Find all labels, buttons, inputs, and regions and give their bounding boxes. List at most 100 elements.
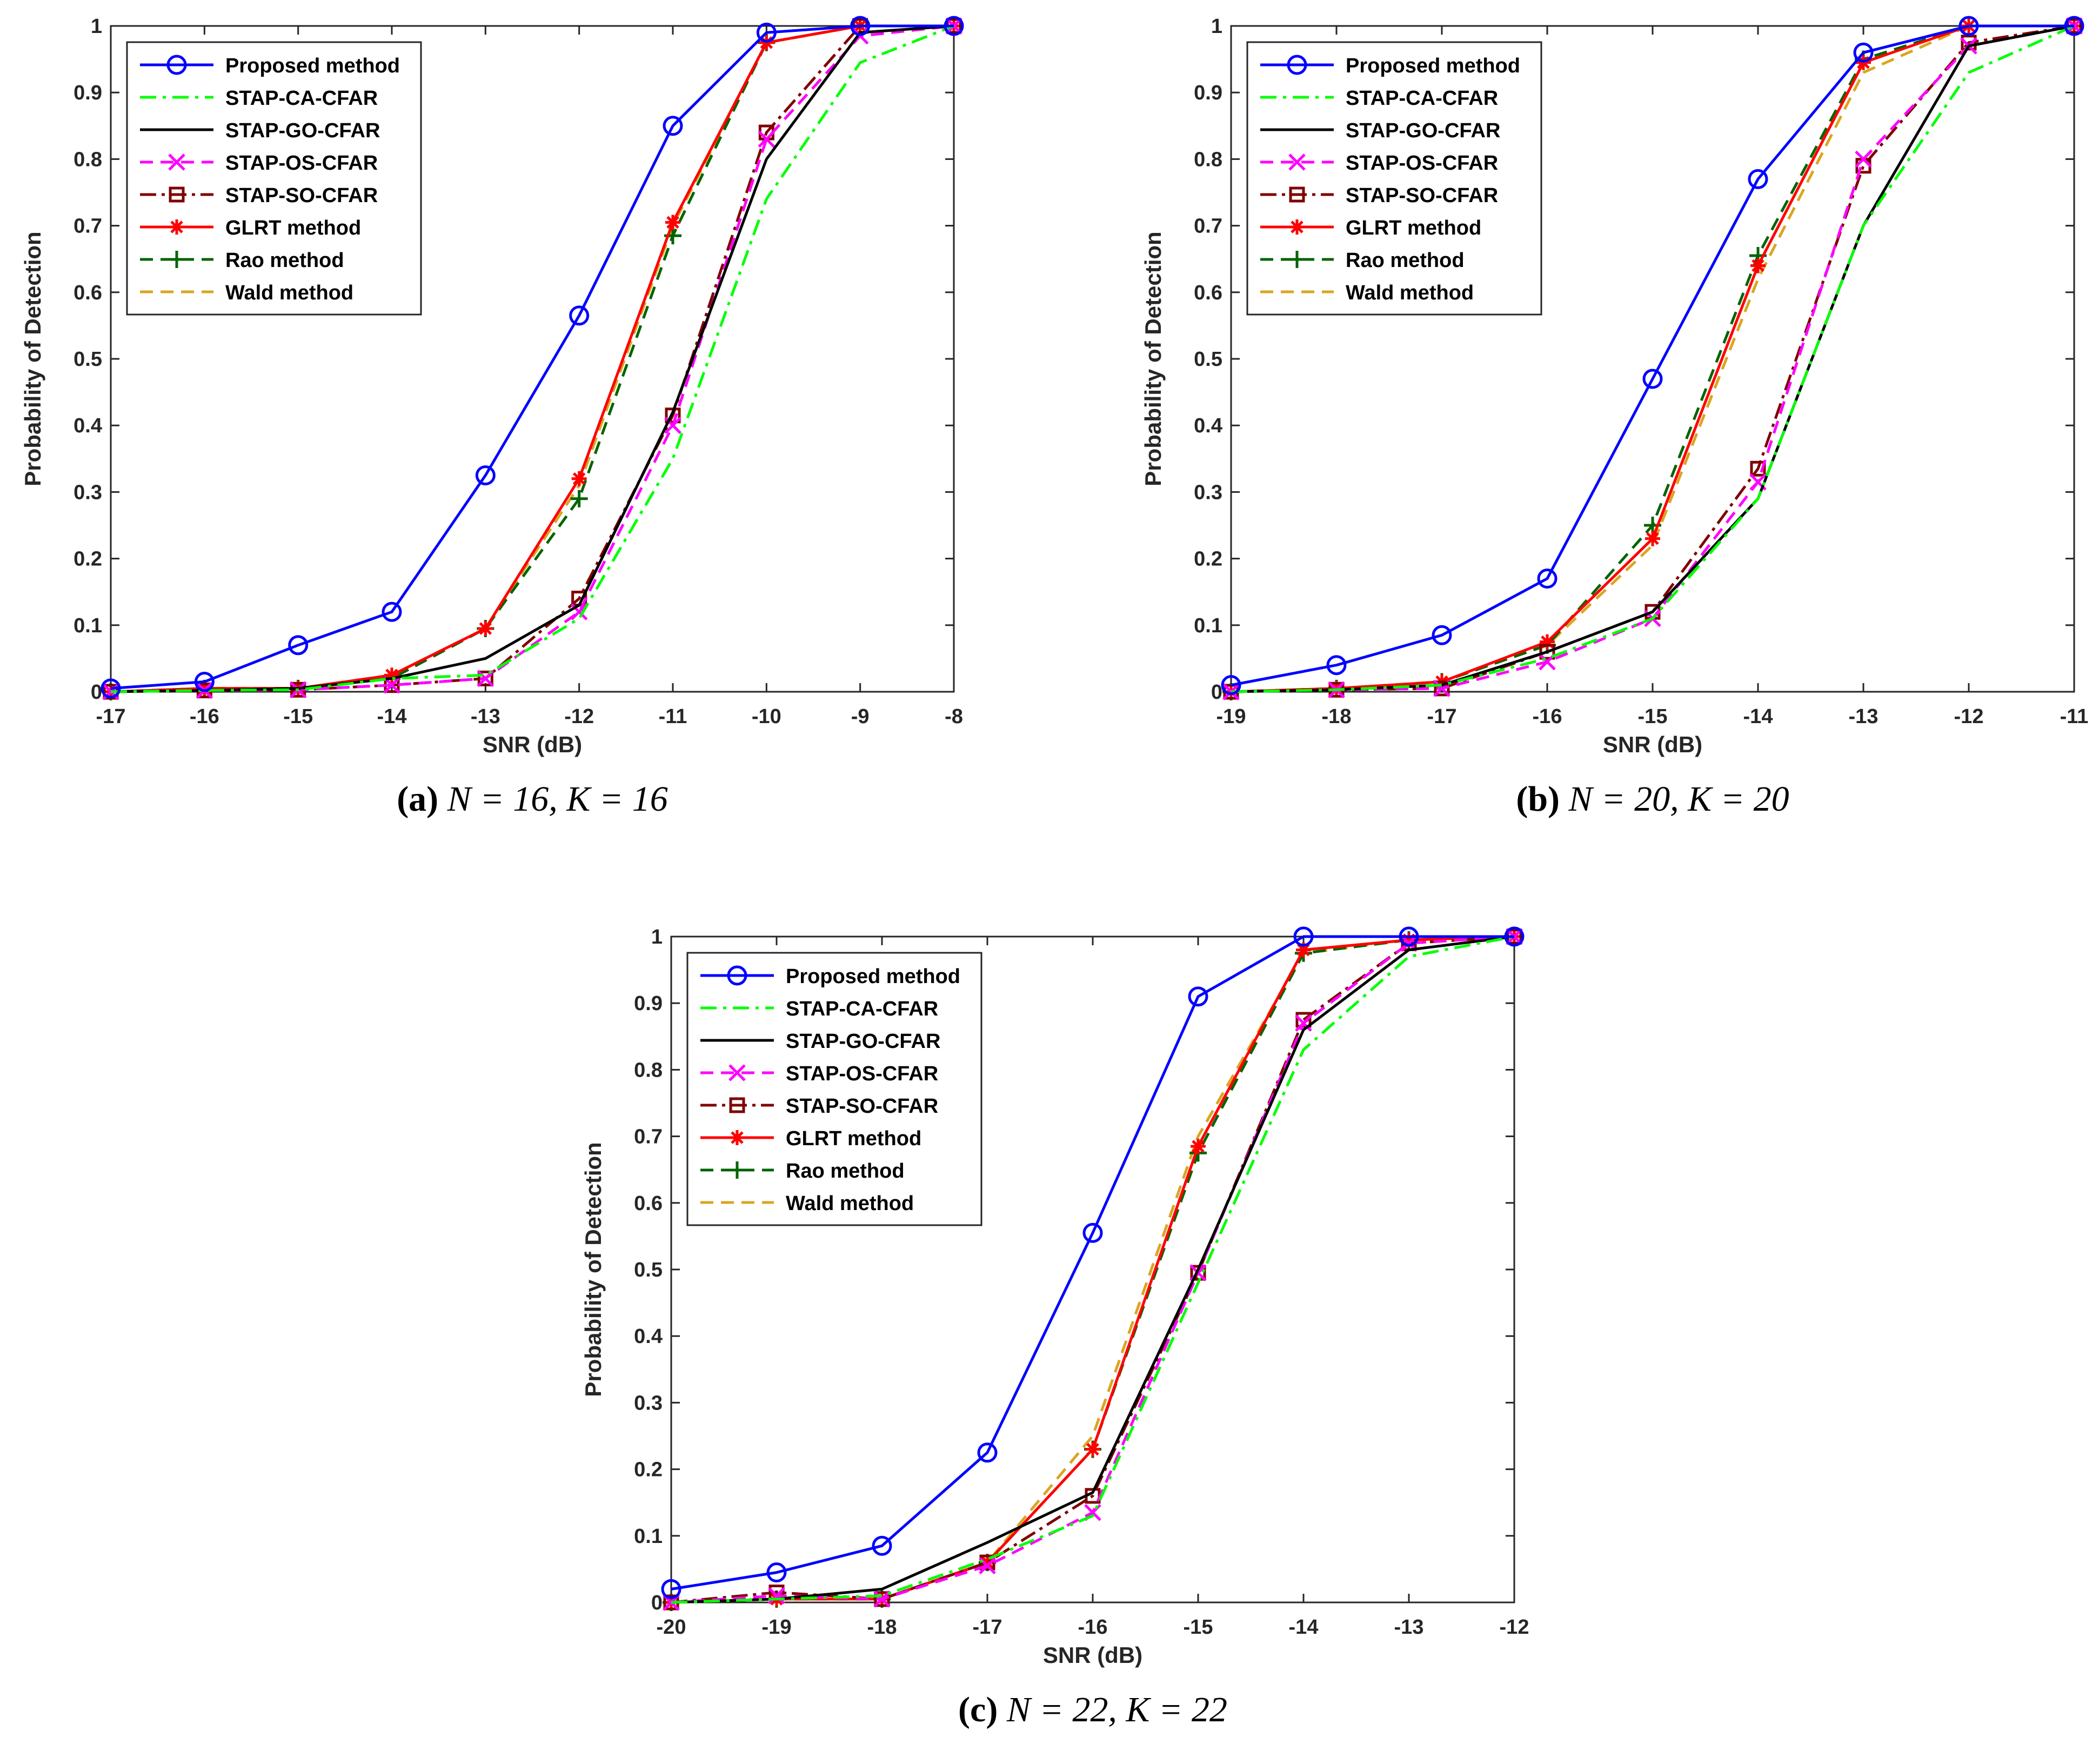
y-tick-label: 0.4 [73, 415, 102, 437]
data-point-marker [1958, 16, 1979, 36]
data-point-marker [475, 465, 496, 486]
y-tick-label: 0.8 [1194, 148, 1222, 171]
series-line-stap-go-cfar [671, 935, 1515, 1604]
chart-panel-2: -20 -19 -18 -17 -16 -15 -14 -13 -12 0 0.1 0.2 0.3 0.4… [580, 926, 1529, 1729]
x-tick-label: -14 [377, 705, 407, 728]
data-point-marker [478, 620, 493, 636]
data-point-marker [1432, 625, 1452, 645]
data-point-marker [756, 22, 777, 43]
series-line-stap-ca-cfar [110, 24, 954, 693]
data-point-marker [1082, 1222, 1103, 1243]
series-line-stap-ca-cfar [1231, 24, 2075, 693]
legend-entry: Proposed method [225, 55, 400, 77]
y-tick-label: 0.1 [634, 1525, 663, 1548]
legend-marker [166, 55, 187, 75]
x-tick-label: -20 [657, 1616, 686, 1639]
data-point-marker [2064, 16, 2084, 36]
y-tick-label: 1 [1211, 15, 1222, 38]
data-point-marker [872, 1535, 892, 1556]
y-axis-label: Probability of Detection [1140, 231, 1166, 486]
y-tick-label: 0.5 [634, 1259, 663, 1281]
y-tick-label: 0.2 [73, 548, 102, 571]
legend-entry: Wald method [786, 1192, 914, 1215]
y-tick-label: 0.8 [73, 148, 102, 171]
y-tick-label: 0.1 [1194, 614, 1222, 637]
x-tick-label: -12 [1954, 705, 1984, 728]
y-tick-label: 0.6 [1194, 282, 1222, 304]
x-axis-label: SNR (dB) [1603, 732, 1702, 757]
x-tick-label: -18 [1322, 705, 1352, 728]
data-point-marker [1399, 926, 1419, 947]
legend-entry: Rao method [786, 1160, 905, 1182]
panel-caption: (b) N = 20, K = 20 [1516, 779, 1789, 819]
legend-marker [1288, 251, 1306, 268]
y-tick-label: 0.4 [634, 1325, 663, 1348]
panel-caption-label: (a) [397, 779, 447, 819]
legend-marker [729, 1097, 745, 1113]
y-tick-label: 0.5 [1194, 348, 1222, 371]
panel-caption-text: N = 22, K = 22 [1006, 1690, 1227, 1729]
x-tick-label: -14 [1743, 705, 1773, 728]
legend-marker [169, 186, 185, 203]
legend-marker [1288, 153, 1306, 171]
legend-entry: Proposed method [1346, 55, 1520, 77]
y-tick-label: 0.2 [1194, 548, 1222, 571]
y-tick-label: 0.7 [73, 215, 102, 238]
x-tick-label: -8 [945, 705, 963, 728]
y-tick-label: 0 [1211, 681, 1222, 704]
legend-entry: Wald method [225, 282, 353, 304]
data-point-marker [1750, 460, 1766, 477]
series-line-proposed-method [110, 24, 954, 690]
data-point-marker [477, 670, 493, 686]
legend-marker [730, 1130, 745, 1145]
data-point-marker [288, 635, 309, 656]
legend-marker [728, 1161, 746, 1179]
x-tick-label: -16 [1078, 1616, 1108, 1639]
chart-panel-1: -19 -18 -17 -16 -15 -14 -13 -12 -11 0 0.1 0.2 0.3 0.4… [1140, 15, 2088, 819]
legend-entry: STAP-GO-CFAR [225, 119, 380, 142]
x-tick-label: -15 [1184, 1616, 1213, 1639]
legend-entry: Proposed method [786, 965, 960, 988]
data-point-marker [665, 215, 680, 230]
data-point-marker [1434, 680, 1450, 697]
y-tick-label: 0 [91, 681, 102, 704]
y-tick-label: 1 [91, 15, 102, 38]
legend-entry: Rao method [225, 249, 344, 272]
y-tick-label: 0.9 [634, 992, 663, 1015]
series-line-stap-so-cfar [110, 24, 954, 693]
data-point-marker [1853, 42, 1874, 63]
y-tick-label: 0.6 [634, 1192, 663, 1215]
series-line-stap-ca-cfar [671, 935, 1515, 1604]
series-line-proposed-method [671, 935, 1514, 1591]
legend-entry: GLRT method [786, 1127, 921, 1150]
y-tick-label: 0.1 [73, 614, 102, 637]
data-point-marker [382, 602, 402, 622]
y-tick-label: 0.9 [1194, 82, 1222, 104]
data-point-marker [1326, 655, 1347, 676]
legend-entry: GLRT method [1346, 217, 1481, 239]
x-tick-label: -15 [1638, 705, 1668, 728]
x-tick-label: -19 [1216, 705, 1246, 728]
data-point-marker [1085, 1441, 1100, 1457]
x-tick-label: -15 [283, 705, 313, 728]
data-point-marker [197, 680, 212, 696]
data-point-marker [850, 16, 871, 36]
data-point-marker [384, 667, 399, 683]
legend-entry: STAP-GO-CFAR [786, 1030, 940, 1053]
legend-entry: STAP-GO-CFAR [1346, 119, 1500, 142]
data-point-marker [977, 1442, 998, 1463]
data-point-marker [1855, 150, 1872, 168]
panel-caption-label: (b) [1516, 779, 1568, 819]
x-tick-label: -18 [867, 1616, 897, 1639]
data-point-marker [661, 1579, 681, 1599]
legend-marker [727, 965, 747, 986]
data-point-marker [1748, 169, 1768, 189]
data-point-marker [873, 1591, 891, 1608]
y-tick-label: 0.8 [634, 1059, 663, 1081]
x-tick-label: -13 [1394, 1616, 1424, 1639]
data-point-marker [1537, 569, 1557, 589]
data-point-marker [1293, 926, 1314, 947]
data-point-marker [758, 130, 776, 148]
legend-entry: STAP-CA-CFAR [786, 998, 938, 1020]
